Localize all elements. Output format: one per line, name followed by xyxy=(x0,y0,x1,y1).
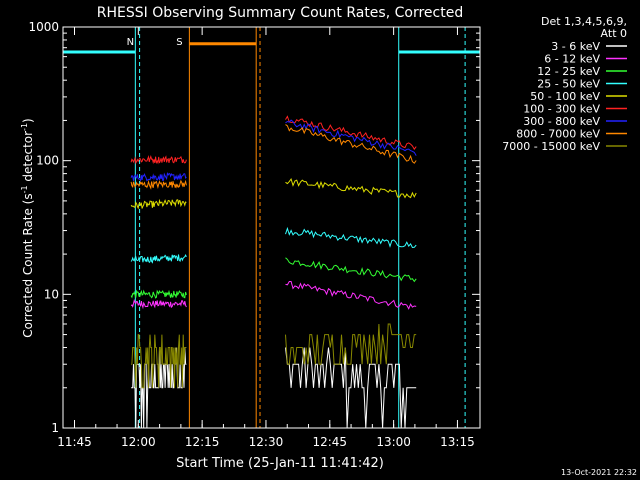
y-tick-label: 1000 xyxy=(28,20,59,34)
series-trace-8 xyxy=(131,334,187,389)
series-trace-2 xyxy=(130,289,187,299)
legend-item-label: 300 - 800 keV xyxy=(523,115,600,128)
chart-title: RHESSI Observing Summary Count Rates, Co… xyxy=(97,5,463,21)
legend-item-label: 800 - 7000 keV xyxy=(516,128,600,141)
x-tick-label: 13:15 xyxy=(440,435,475,449)
plot-frame xyxy=(62,26,481,429)
saa-label: S xyxy=(176,37,182,48)
legend-item-label: 3 - 6 keV xyxy=(551,40,600,53)
y-axis-label: Corrected Count Rate (s-1 detector-1) xyxy=(20,118,35,337)
x-tick-label: 13:00 xyxy=(376,435,411,449)
y-axis-label-part1: Corrected Count Rate (s xyxy=(21,193,35,337)
series-trace-7 xyxy=(130,179,187,190)
series-trace-0 xyxy=(285,347,417,429)
x-tick-label: 12:30 xyxy=(249,435,284,449)
series-trace-8 xyxy=(285,323,417,365)
legend-item-label: 50 - 100 keV xyxy=(530,90,600,103)
footer-date: 13-Oct-2021 22:32 xyxy=(561,468,637,477)
y-axis-label-part3: ) xyxy=(21,118,35,123)
legend-item-label: 100 - 300 keV xyxy=(523,103,600,116)
night-label: N xyxy=(127,37,134,48)
x-tick-label: 11:45 xyxy=(57,435,92,449)
series-trace-7 xyxy=(285,124,417,164)
series-trace-6 xyxy=(130,172,187,182)
x-tick-label: 12:15 xyxy=(185,435,220,449)
y-axis-label-part2: detector xyxy=(21,131,35,186)
series-trace-2 xyxy=(285,257,417,283)
series-trace-4 xyxy=(285,177,417,199)
y-tick-label: 10 xyxy=(44,287,59,301)
series-trace-1 xyxy=(285,281,417,310)
y-axis-label-sup1: -1 xyxy=(20,185,29,193)
x-tick-label: 12:00 xyxy=(121,435,156,449)
x-tick-label: 12:45 xyxy=(312,435,347,449)
legend-item-label: 25 - 50 keV xyxy=(537,78,600,91)
axes: 11:45 12:00 12:15 12:30 12:45 13:00 13:15 1 10 10… xyxy=(28,20,480,449)
series-trace-1 xyxy=(130,299,187,310)
legend-header-line2: Att 0 xyxy=(601,27,627,40)
x-axis-label: Start Time (25-Jan-11 11:41:42) xyxy=(176,456,384,471)
y-tick-label: 100 xyxy=(36,154,59,168)
y-axis-label-sup2: -1 xyxy=(20,123,29,131)
series-trace-5 xyxy=(130,155,187,165)
series-trace-3 xyxy=(130,253,187,264)
legend-header-line1: Det 1,3,4,5,6,9, xyxy=(541,15,627,28)
series-trace-3 xyxy=(285,226,417,249)
legend-item-label: 6 - 12 keV xyxy=(544,53,600,66)
series-trace-6 xyxy=(285,119,417,156)
legend-item-label: 7000 - 15000 keV xyxy=(502,140,600,153)
legend-item-label: 12 - 25 keV xyxy=(537,65,600,78)
y-tick-label: 1 xyxy=(51,421,59,435)
series-trace-4 xyxy=(130,198,187,210)
